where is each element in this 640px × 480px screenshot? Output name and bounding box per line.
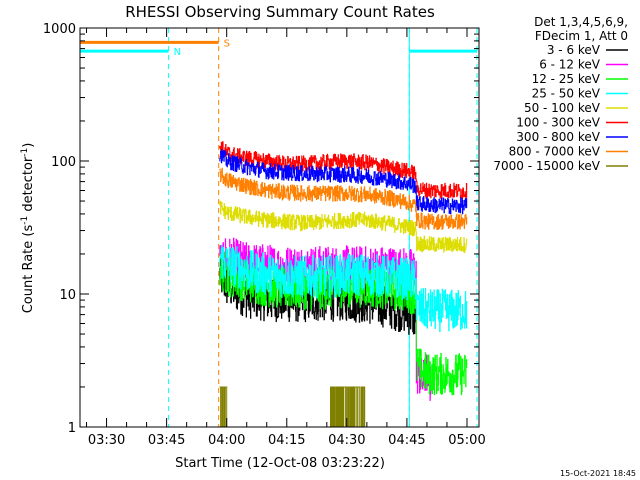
legend-label-7: 800 - 7000 keV [509,145,601,159]
flag-label-N: N [174,47,181,58]
legend-label-8: 7000 - 15000 keV [493,159,600,173]
legend: Det 1,3,4,5,6,9, FDecim 1, Att 0 3 - 6 k… [493,15,628,173]
x-tick-label-4: 04:30 [328,433,365,448]
x-axis: 03:30 03:45 04:00 04:15 04:30 04:45 05:00 [86,28,486,448]
legend-label-5: 100 - 300 keV [516,116,600,130]
series-line-7 [219,167,468,230]
y-tick-label-3: 1000 [43,22,76,37]
legend-label-4: 50 - 100 keV [524,101,601,115]
series-line-4 [219,200,468,253]
y-tick-label-2: 100 [51,155,76,170]
x-tick-label-2: 04:00 [208,433,245,448]
y-tick-label-0: 1 [68,421,76,436]
x-tick-label-6: 05:00 [448,433,485,448]
legend-label-1: 6 - 12 keV [539,58,601,72]
y-axis-label: Count Rate (s-1 detector-1) [20,143,36,314]
series-line-2 [219,251,468,396]
legend-header-line-1: Det 1,3,4,5,6,9, [534,15,628,29]
footer-date: 15-Oct-2021 18:45 [560,469,636,478]
x-axis-label: Start Time (12-Oct-08 03:23:22) [175,456,385,471]
plot-area: NS [79,27,480,428]
legend-label-6: 300 - 800 keV [516,130,600,144]
chart-title: RHESSI Observing Summary Count Rates [125,3,435,21]
legend-label-3: 25 - 50 keV [532,87,601,101]
legend-label-2: 12 - 25 keV [532,72,601,86]
x-tick-label-0: 03:30 [88,433,125,448]
series-line-8 [219,386,416,428]
x-tick-label-3: 04:15 [268,433,305,448]
series-line-3 [219,244,468,332]
legend-header-line-2: FDecim 1, Att 0 [535,29,628,43]
y-axis: 1 10 100 1000 [43,22,479,436]
series-line-6 [219,148,468,215]
legend-label-0: 3 - 6 keV [547,43,601,57]
x-tick-label-1: 03:45 [148,433,185,448]
y-tick-label-1: 10 [59,288,76,303]
flag-label-S: S [224,38,230,49]
series-line-5 [219,141,468,200]
x-tick-label-5: 04:45 [388,433,425,448]
plot-frame [79,27,480,428]
